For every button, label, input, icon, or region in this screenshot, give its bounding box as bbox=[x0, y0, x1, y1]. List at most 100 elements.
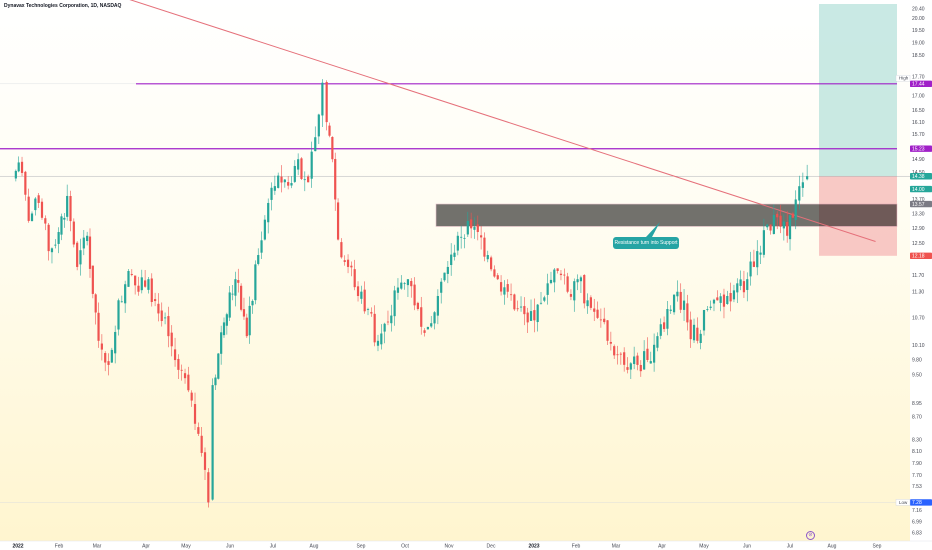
candle bbox=[440, 278, 443, 304]
y-tick-label: 17.70 bbox=[912, 74, 925, 80]
candle bbox=[749, 251, 752, 286]
candle bbox=[110, 347, 113, 363]
candle bbox=[579, 275, 583, 294]
candle bbox=[476, 215, 479, 241]
candle-body bbox=[290, 183, 293, 186]
candle bbox=[211, 378, 214, 501]
candle-body bbox=[609, 341, 612, 344]
candle-body bbox=[643, 351, 646, 370]
candle bbox=[94, 293, 97, 325]
candle-body bbox=[503, 287, 506, 295]
candle-body bbox=[712, 299, 716, 304]
candle-body bbox=[716, 297, 719, 301]
candle-body bbox=[586, 300, 589, 307]
price-tag: 13.57 bbox=[910, 200, 932, 208]
candle bbox=[245, 313, 248, 339]
y-tick-label: 8.70 bbox=[912, 415, 922, 421]
candle bbox=[400, 275, 403, 290]
candle bbox=[117, 298, 120, 336]
candle-body bbox=[396, 287, 400, 293]
candle bbox=[791, 212, 794, 218]
x-tick-label: 2023 bbox=[528, 544, 539, 550]
candle-body bbox=[403, 283, 406, 285]
candle bbox=[336, 198, 340, 241]
candle-body bbox=[187, 374, 190, 391]
trendline[interactable] bbox=[13, 0, 876, 242]
candle-body bbox=[76, 242, 79, 267]
candle-body bbox=[350, 265, 353, 268]
candle bbox=[633, 346, 636, 370]
candle-body bbox=[27, 196, 30, 221]
candle-body bbox=[798, 186, 801, 201]
candle-body bbox=[157, 303, 160, 314]
y-tick-label: 19.00 bbox=[912, 40, 925, 46]
candle-body bbox=[406, 279, 410, 286]
candle-body bbox=[629, 363, 632, 370]
x-tick-label: May bbox=[181, 544, 191, 550]
candle bbox=[626, 357, 629, 374]
candle-body bbox=[746, 279, 749, 290]
candle-body bbox=[66, 195, 69, 217]
candle bbox=[321, 79, 324, 127]
candle bbox=[619, 352, 622, 365]
candle bbox=[300, 157, 303, 181]
candle-body bbox=[779, 215, 782, 227]
candle-body bbox=[257, 255, 260, 264]
price-tag-bg bbox=[910, 185, 932, 193]
candle-body bbox=[44, 218, 47, 224]
candle bbox=[553, 267, 556, 293]
x-tick-label: Aug bbox=[828, 544, 837, 550]
y-tick-label: 14.50 bbox=[912, 170, 925, 176]
candle-body bbox=[460, 236, 463, 238]
candle-body bbox=[539, 302, 543, 304]
candle bbox=[173, 337, 177, 367]
candle-body bbox=[183, 373, 187, 379]
candle-body bbox=[682, 300, 686, 310]
target-icon[interactable]: ⊘ bbox=[806, 531, 815, 540]
candle bbox=[406, 279, 410, 297]
candle-body bbox=[82, 237, 85, 249]
candle-body bbox=[114, 331, 117, 354]
candle-body bbox=[120, 301, 123, 303]
candle bbox=[234, 271, 237, 307]
candle bbox=[180, 364, 183, 381]
target-zone[interactable] bbox=[819, 4, 897, 177]
candle-body bbox=[766, 224, 769, 228]
candle-body bbox=[334, 158, 337, 200]
candle-body bbox=[380, 333, 383, 345]
support-zone[interactable] bbox=[435, 203, 898, 227]
candle bbox=[493, 265, 496, 278]
callout-pointer bbox=[646, 222, 660, 237]
candle bbox=[127, 269, 130, 287]
candle-body bbox=[696, 327, 699, 341]
candle bbox=[177, 354, 180, 379]
candle bbox=[107, 353, 110, 376]
candle bbox=[573, 278, 576, 312]
price-tag-bg bbox=[910, 200, 932, 208]
candle-body bbox=[639, 364, 642, 372]
candle bbox=[794, 190, 797, 230]
candle-body bbox=[410, 281, 413, 287]
candle-body bbox=[353, 269, 356, 288]
candle-body bbox=[443, 272, 446, 281]
candle-body bbox=[127, 270, 130, 287]
candle bbox=[596, 301, 599, 320]
candle-body bbox=[283, 179, 286, 183]
candle-body bbox=[529, 311, 533, 321]
candle-body bbox=[788, 215, 792, 240]
candle bbox=[314, 126, 317, 152]
candle bbox=[360, 285, 363, 304]
candle-body bbox=[576, 279, 579, 283]
candle bbox=[290, 176, 293, 189]
candle-body bbox=[709, 306, 712, 308]
candle-body bbox=[200, 435, 203, 453]
candle bbox=[277, 172, 280, 189]
candle bbox=[350, 261, 353, 277]
candle-body bbox=[366, 309, 370, 310]
candle bbox=[556, 268, 559, 274]
candle-body bbox=[533, 310, 536, 321]
support-callout[interactable]: Resistance turn into Support bbox=[613, 237, 679, 249]
candle-body bbox=[636, 355, 639, 365]
